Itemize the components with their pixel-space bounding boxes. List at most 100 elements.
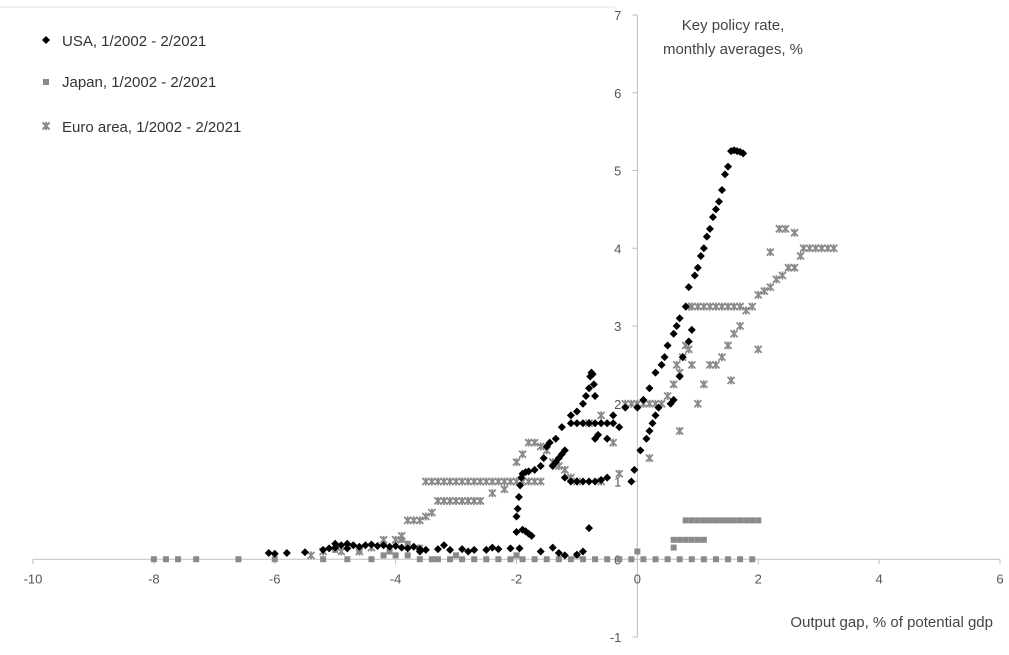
point-euro-area: [754, 345, 763, 354]
point-usa: [361, 541, 370, 550]
point-usa: [421, 545, 430, 554]
point-japan: [749, 556, 756, 563]
point-usa: [385, 542, 394, 551]
point-japan: [471, 556, 478, 563]
point-usa: [319, 545, 328, 554]
point-euro-area: [829, 244, 838, 253]
point-euro-area: [687, 360, 696, 370]
point-euro-area: [560, 465, 569, 474]
point-usa: [566, 411, 575, 420]
point-usa: [566, 419, 575, 428]
point-usa: [591, 477, 600, 486]
x-tick-label: 0: [634, 571, 641, 586]
point-usa: [367, 540, 376, 549]
point-euro-area: [536, 442, 545, 451]
point-usa: [705, 224, 714, 233]
point-euro-area: [645, 454, 654, 463]
point-japan: [543, 556, 550, 563]
point-usa: [409, 542, 418, 551]
point-japan: [718, 517, 725, 524]
point-euro-area: [464, 477, 473, 486]
point-euro-area: [470, 477, 479, 486]
point-euro-area: [464, 496, 473, 506]
point-usa: [594, 430, 603, 439]
point-japan: [579, 556, 586, 563]
point-euro-area: [470, 496, 479, 506]
point-usa: [551, 434, 560, 443]
point-usa: [578, 477, 587, 486]
point-usa: [603, 473, 612, 482]
point-euro-area: [403, 516, 412, 525]
point-euro-area: [476, 496, 485, 506]
point-usa: [270, 549, 279, 558]
point-usa: [621, 403, 630, 412]
point-japan: [628, 556, 635, 563]
point-euro-area: [748, 302, 757, 311]
point-euro-area: [775, 224, 784, 233]
point-usa: [609, 419, 618, 428]
point-euro-area: [693, 399, 702, 408]
point-euro-area: [536, 477, 545, 486]
point-euro-area: [699, 380, 708, 389]
point-usa: [639, 395, 648, 404]
point-euro-area: [421, 512, 430, 521]
point-euro-area: [488, 489, 497, 498]
point-euro-area: [766, 282, 775, 292]
x-tick-label: -2: [511, 571, 523, 586]
point-euro-area: [596, 411, 606, 420]
point-japan: [706, 517, 713, 524]
point-japan: [368, 556, 375, 563]
point-euro-area: [723, 302, 733, 311]
point-usa: [325, 544, 334, 553]
point-usa: [603, 434, 612, 443]
point-usa: [585, 524, 594, 533]
point-usa: [397, 543, 406, 552]
x-tick-label: 4: [876, 571, 883, 586]
point-usa: [578, 547, 587, 556]
point-japan: [235, 556, 242, 563]
point-usa: [675, 372, 684, 381]
point-japan: [271, 556, 278, 563]
point-usa: [669, 329, 678, 338]
point-japan: [652, 556, 659, 563]
point-usa: [337, 541, 346, 550]
point-usa: [482, 545, 491, 554]
point-usa: [391, 542, 400, 551]
point-usa: [572, 550, 581, 559]
point-japan: [386, 548, 393, 555]
point-usa: [516, 481, 525, 490]
point-euro-area: [735, 321, 745, 331]
point-japan: [616, 556, 623, 563]
point-japan: [725, 517, 732, 524]
point-usa: [627, 477, 636, 486]
legend-marker-diamond-icon: [42, 36, 50, 44]
point-usa: [678, 353, 687, 362]
point-japan: [320, 556, 327, 563]
point-japan: [404, 540, 411, 547]
point-euro-area: [457, 477, 467, 486]
point-euro-area: [645, 399, 654, 408]
series-asterisk: [306, 224, 838, 560]
x-axis-title: Output gap, % of potential gdp: [790, 614, 993, 631]
point-japan: [592, 556, 599, 563]
point-usa: [669, 395, 678, 404]
point-euro-area: [672, 360, 681, 370]
point-japan: [670, 544, 677, 551]
legend-label-japan: Japan, 1/2002 - 2/2021: [62, 74, 216, 91]
point-euro-area: [717, 352, 727, 362]
point-usa: [282, 549, 291, 558]
point-usa: [663, 341, 672, 350]
point-usa: [300, 548, 309, 557]
point-usa: [675, 314, 684, 323]
point-usa: [557, 423, 566, 432]
y-tick-label: 2: [614, 397, 621, 412]
point-euro-area: [711, 360, 721, 370]
y-axis-title-line-1: Key policy rate,: [682, 17, 785, 34]
point-usa: [690, 271, 699, 280]
point-usa: [439, 541, 448, 550]
point-japan: [694, 536, 701, 543]
point-usa: [672, 322, 681, 330]
point-usa: [651, 368, 660, 377]
point-euro-area: [693, 302, 702, 311]
